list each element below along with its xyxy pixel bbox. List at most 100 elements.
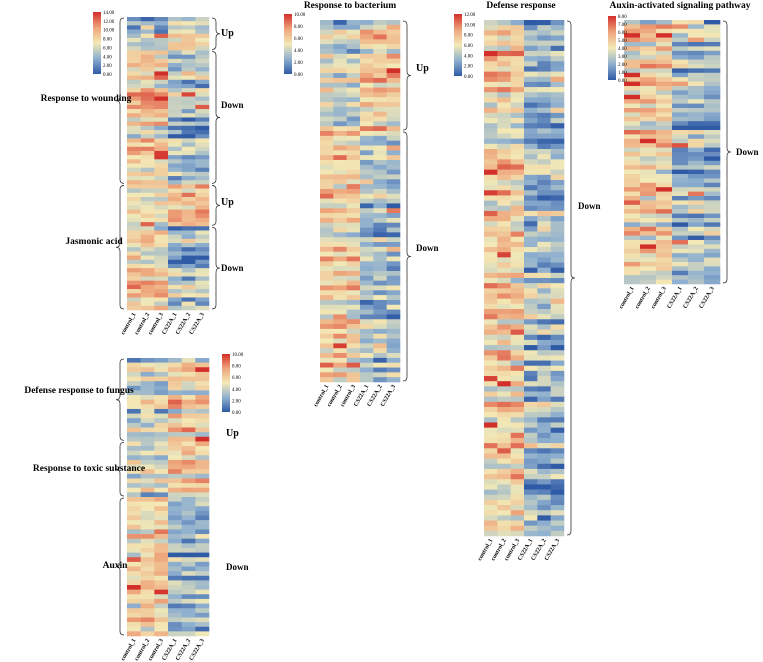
- heatmap-cell: [140, 464, 155, 470]
- heatmap-cell: [360, 270, 374, 277]
- heatmap-cell: [550, 149, 565, 155]
- heatmap-cell: [497, 448, 511, 454]
- heatmap-cell: [181, 75, 196, 81]
- group-brace: [115, 442, 125, 497]
- heatmap-cell: [373, 77, 387, 84]
- heatmap-cell: [181, 209, 196, 215]
- heatmap-cell: [360, 188, 374, 195]
- heatmap-cell: [524, 221, 538, 227]
- heatmap-cell: [181, 130, 196, 135]
- heatmap-cell: [168, 362, 182, 368]
- heatmap-cell: [154, 529, 169, 535]
- heatmap-cell: [154, 469, 169, 475]
- heatmap-cell: [373, 184, 387, 190]
- heatmap-cell: [524, 489, 538, 496]
- heatmap-cell: [127, 432, 141, 438]
- heatmap-cell: [497, 278, 511, 284]
- heatmap-cell: [497, 143, 511, 150]
- heatmap-cell: [140, 422, 155, 428]
- heatmap-cell: [537, 56, 551, 62]
- heatmap-cell: [360, 333, 374, 339]
- heatmap-cell: [154, 50, 169, 55]
- heatmap-cell: [386, 319, 401, 325]
- heatmap-cell: [704, 138, 721, 144]
- heatmap-cell: [510, 169, 525, 176]
- heatmap-cell: [497, 112, 511, 119]
- heatmap-cell: [497, 241, 511, 248]
- heatmap-cell: [672, 244, 689, 250]
- heatmap-cell: [195, 121, 210, 127]
- heatmap-cell: [497, 334, 511, 341]
- heatmap-cell: [672, 226, 689, 232]
- heatmap-cell: [537, 401, 551, 408]
- heatmap-cell: [168, 418, 182, 424]
- heatmap-cell: [140, 276, 155, 281]
- heatmap-cell: [497, 252, 511, 258]
- heatmap-cell: [524, 499, 538, 506]
- heatmap-cell: [320, 377, 334, 383]
- heatmap-cell: [386, 159, 401, 166]
- heatmap-cell: [320, 73, 334, 79]
- heatmap-cell: [320, 198, 334, 204]
- heatmap-cell: [346, 193, 361, 199]
- heatmap-cell: [181, 427, 196, 433]
- heatmap-cell: [688, 64, 705, 69]
- heatmap-cell: [656, 156, 673, 162]
- heatmap-cell: [524, 350, 538, 356]
- heatmap-cell: [154, 399, 169, 405]
- heatmap-cell: [127, 100, 141, 106]
- heatmap-cell: [373, 97, 387, 103]
- heatmap-cell: [510, 293, 525, 299]
- heatmap-cell: [704, 68, 721, 74]
- heatmap-cell: [168, 213, 182, 219]
- heatmap-cell: [140, 92, 155, 97]
- heatmap-cell: [497, 226, 511, 232]
- heatmap-cell: [181, 138, 196, 143]
- heatmap-cell: [346, 372, 361, 378]
- heatmap-cell: [195, 469, 210, 475]
- heatmap-cell: [484, 81, 498, 88]
- heatmap-cell: [140, 146, 155, 152]
- heatmap-cell: [127, 543, 141, 549]
- heatmap-cell: [550, 479, 565, 485]
- heatmap-cell: [497, 360, 511, 367]
- heatmap-cell: [127, 561, 141, 567]
- heatmap-cell: [154, 88, 169, 93]
- heatmap-cell: [140, 390, 155, 396]
- heatmap-cell: [140, 515, 155, 521]
- heatmap-cell: [127, 58, 141, 64]
- heatmap-cell: [154, 109, 169, 114]
- heatmap-cell: [195, 483, 210, 489]
- heatmap-cell: [127, 594, 141, 600]
- heatmap-cell: [524, 314, 538, 320]
- heatmap-cell: [346, 227, 361, 233]
- heatmap-cell: [484, 458, 498, 465]
- heatmap-cell: [140, 395, 155, 400]
- group-label: Jasmonic acid: [65, 237, 123, 247]
- heatmap-cell: [127, 255, 141, 261]
- heatmap-cell: [656, 226, 673, 232]
- heatmap-cell: [373, 343, 387, 349]
- heatmap-cell: [346, 44, 361, 50]
- heatmap-cell: [373, 34, 387, 40]
- heatmap-cell: [373, 314, 387, 320]
- heatmap-cell: [154, 617, 169, 623]
- heatmap-cell: [140, 367, 155, 373]
- heatmap-cell: [704, 42, 721, 47]
- heatmap-cell: [127, 418, 141, 424]
- heatmap-cell: [672, 152, 689, 157]
- heatmap-cell: [537, 71, 551, 78]
- heatmap-cell: [537, 350, 551, 356]
- heatmap-cell: [333, 338, 347, 344]
- heatmap-cell: [168, 272, 182, 277]
- heatmap-cell: [497, 236, 511, 243]
- colorbar-tick: 0.00: [232, 411, 241, 416]
- heatmap-cell: [497, 81, 511, 88]
- heatmap-cell: [497, 179, 511, 186]
- heatmap-cell: [386, 304, 401, 310]
- heatmap-cell: [537, 185, 551, 191]
- heatmap-cell: [140, 534, 155, 539]
- heatmap-cell: [510, 515, 525, 521]
- heatmap-cell: [484, 510, 498, 516]
- heatmap-cell: [386, 97, 401, 103]
